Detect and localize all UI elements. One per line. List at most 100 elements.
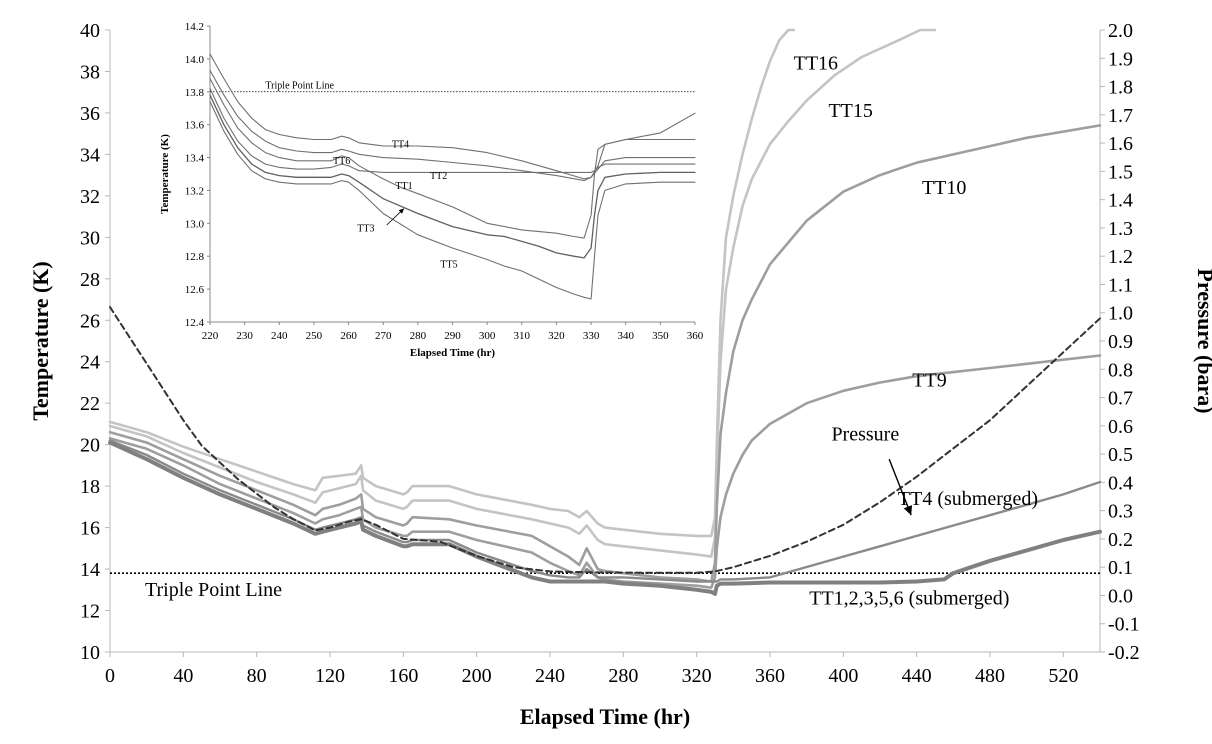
inset-x-tick-label: 280: [410, 330, 427, 342]
inset-y-tick-label: 13.8: [185, 87, 205, 99]
inset-y-tick-label: 13.4: [185, 153, 205, 165]
y2-tick-label: 0.9: [1108, 331, 1133, 353]
y2-tick-label: 1.7: [1108, 105, 1133, 127]
main-chart: 0 40 80 120 160 200 240 280 320 360 400 440 480 520 10…: [28, 20, 1212, 729]
inset-series-line-tt3: [209, 94, 696, 259]
pressure-arrow-line: [888, 458, 912, 516]
y-axis-title: Temperature (K): [28, 261, 53, 420]
inset-x-tick-label: 360: [687, 330, 704, 342]
x-tick-label: 160: [388, 665, 418, 687]
y-tick-label: 38: [80, 61, 100, 83]
series-line-tt4-submerged: [108, 439, 1102, 583]
y2-tick-label: 2.0: [1108, 20, 1133, 42]
y-tick-label: 12: [80, 601, 100, 623]
y2-tick-label: 1.9: [1108, 48, 1133, 70]
inset-x-tick-label: 300: [479, 330, 496, 342]
inset-x-tick-label: 240: [271, 330, 288, 342]
inset-x-tick-label: 350: [652, 330, 669, 342]
y-tick-label: 30: [80, 227, 100, 249]
x-tick-label: 120: [315, 665, 345, 687]
inset-annotation-tt5: TT5: [440, 260, 457, 271]
inset-triple-point-label: Triple Point Line: [265, 80, 334, 91]
inset-annotation-tt4: TT4: [392, 140, 409, 151]
pressure-arrow-head: [903, 505, 913, 516]
inset-y-tick-label: 12.4: [185, 317, 205, 329]
y2-tick-label: 1.4: [1108, 190, 1133, 212]
annotation-tt4-submerged: TT4 (submerged): [898, 488, 1038, 510]
inset-x-tick-label: 230: [236, 330, 253, 342]
series-line-tt15: [108, 28, 937, 558]
y2-tick-label: 1.3: [1108, 218, 1133, 240]
inset-y-tick-label: 14.2: [185, 21, 204, 33]
y2-tick-label: 1.8: [1108, 77, 1133, 99]
inset-y-tick-label: 13.6: [185, 120, 205, 132]
y2-tick-label: 1.0: [1108, 303, 1133, 325]
x-tick-label: 240: [535, 665, 565, 687]
inset-x-tick-label: 320: [548, 330, 565, 342]
y-tick-label: 34: [80, 144, 100, 166]
y2-tick-label: 0.3: [1108, 501, 1133, 523]
inset-x-tick-label: 220: [202, 330, 219, 342]
inset-y-axis-title: Temperature (K): [159, 134, 171, 214]
inset-x-axis-title: Elapsed Time (hr): [410, 347, 495, 359]
series-line-tt16: [108, 28, 796, 538]
x-tick-label: 0: [105, 665, 115, 687]
annotation-tt16: TT16: [794, 52, 838, 74]
y2-tick-label: 0.1: [1108, 557, 1133, 579]
y2-tick-label: 1.6: [1108, 133, 1133, 155]
series-line-tt10: [108, 124, 1102, 583]
inset-y-tick-label: 14.0: [185, 54, 205, 66]
y2-tick-label: -0.2: [1108, 642, 1140, 664]
series-line-tt9: [108, 354, 1102, 589]
x-tick-label: 400: [828, 665, 858, 687]
annotation-tt9: TT9: [912, 370, 946, 392]
y2-tick-label: 1.5: [1108, 161, 1133, 183]
inset-x-tick-label: 310: [514, 330, 531, 342]
annotation-pressure: Pressure: [831, 424, 899, 446]
series-line-pressure: [109, 306, 1101, 574]
y2-tick-label: -0.1: [1108, 614, 1140, 636]
y2-tick-label: 0.8: [1108, 359, 1133, 381]
inset-x-tick-label: 250: [306, 330, 323, 342]
y-tick-label: 14: [80, 559, 100, 581]
y-tick-label: 40: [80, 20, 100, 42]
x-tick-label: 80: [247, 665, 267, 687]
inset-series-line-tt1: [209, 87, 696, 173]
inset-plot-area: [210, 26, 695, 322]
x-tick-label: 440: [902, 665, 932, 687]
y2-tick-label: 0.6: [1108, 416, 1133, 438]
triple-point-label: Triple Point Line: [145, 579, 282, 601]
inset-arrow-head: [398, 208, 404, 214]
x-tick-label: 360: [755, 665, 785, 687]
inset-x-tick-label: 330: [583, 330, 600, 342]
inset-x-tick-label: 290: [444, 330, 461, 342]
y2-tick-label: 0.7: [1108, 388, 1133, 410]
x-tick-label: 320: [682, 665, 712, 687]
y-tick-label: 32: [80, 186, 100, 208]
inset-annotation-tt1: TT1: [395, 181, 412, 192]
inset-y-tick-label: 12.8: [185, 251, 205, 263]
inset-x-tick-label: 260: [340, 330, 357, 342]
annotation-tt1-2-3-5-6-submerged: TT1,2,3,5,6 (submerged): [809, 587, 1009, 609]
x-tick-label: 520: [1048, 665, 1078, 687]
x-tick-label: 40: [173, 665, 193, 687]
annotation-tt15: TT15: [828, 100, 872, 122]
inset-annotation-tt2: TT2: [430, 171, 447, 182]
inset-annotation-tt6: TT6: [333, 156, 350, 167]
x-tick-label: 200: [462, 665, 492, 687]
y-tick-label: 28: [80, 269, 100, 291]
y2-tick-label: 0.0: [1108, 585, 1133, 607]
inset-series-line-tt6: [209, 69, 696, 182]
y2-tick-label: 0.2: [1108, 529, 1133, 551]
y2-axis-title: Pressure (bara): [1193, 268, 1212, 413]
y-tick-label: 22: [80, 393, 100, 415]
x-tick-label: 480: [975, 665, 1005, 687]
inset-x-tick-label: 340: [617, 330, 634, 342]
x-tick-label: 280: [608, 665, 638, 687]
y-tick-label: 10: [80, 642, 100, 664]
inset-annotation-tt3: TT3: [357, 224, 374, 235]
inset-chart: 220 230 240 250 260 270 280 290 300 310 320 330 340 3…: [159, 21, 704, 359]
y2-tick-label: 0.4: [1108, 472, 1133, 494]
y-tick-label: 24: [80, 352, 100, 374]
